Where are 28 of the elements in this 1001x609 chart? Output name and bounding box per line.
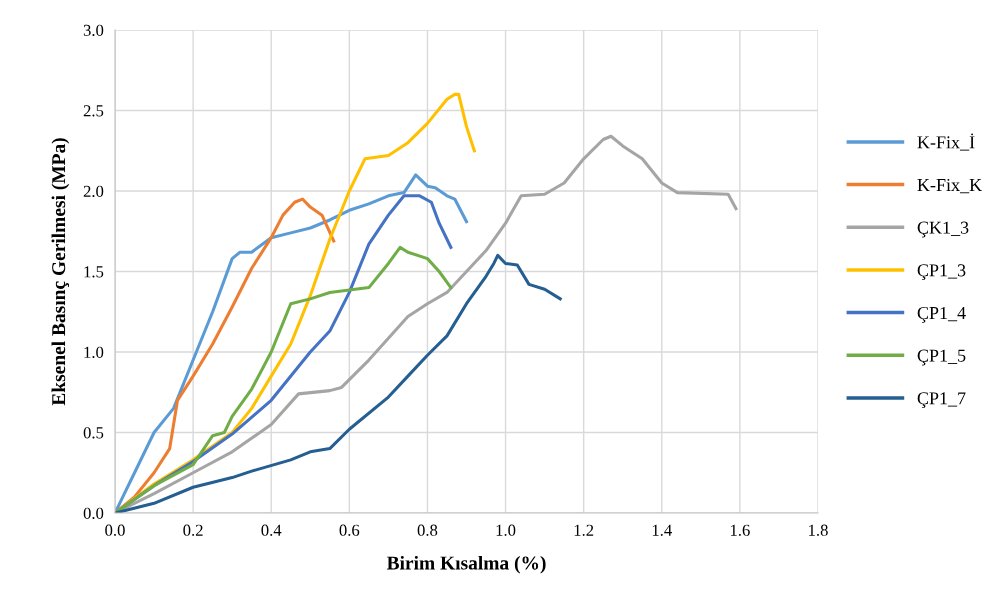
- legend-label: K-Fix_K: [917, 178, 982, 194]
- legend-label: ÇP1_3: [917, 264, 966, 281]
- x-tick-label: 0.6: [339, 524, 360, 536]
- x-axis-title: Birim Kısalma (%): [386, 555, 546, 574]
- x-tick-label: 0.0: [105, 524, 125, 536]
- y-tick-label: 1.5: [84, 266, 104, 278]
- y-tick-label: 0.0: [83, 507, 104, 520]
- y-tick-label: 3.0: [83, 24, 104, 37]
- y-axis-title: Eksenel Basınç Gerilmesi (MPa): [51, 138, 70, 406]
- x-tick-label: 0.8: [417, 524, 438, 536]
- legend-label: ÇK1_3: [917, 221, 969, 238]
- x-tick-label: 1.6: [730, 524, 750, 536]
- x-tick-label: 1.2: [574, 524, 594, 536]
- line-series: [115, 245, 453, 513]
- x-tick-label: 0.4: [261, 524, 282, 536]
- x-tick-label: 1.0: [496, 524, 516, 536]
- y-tick-label: 1.0: [84, 346, 104, 359]
- y-tick-label: 2.5: [83, 105, 104, 117]
- y-tick-label: 2.0: [83, 185, 104, 198]
- x-tick-label: 0.2: [183, 524, 203, 536]
- legend-label: ÇP1_7: [917, 392, 966, 409]
- legend-label: ÇP1_5: [917, 349, 966, 366]
- y-tick-label: 0.5: [83, 427, 104, 439]
- legend-label: ÇP1_4: [917, 306, 966, 323]
- legend-label: K-Fix_İ: [917, 133, 975, 151]
- line-series: [115, 253, 562, 513]
- x-tick-label: 1.8: [809, 524, 828, 536]
- x-tick-label: 1.4: [652, 524, 672, 536]
